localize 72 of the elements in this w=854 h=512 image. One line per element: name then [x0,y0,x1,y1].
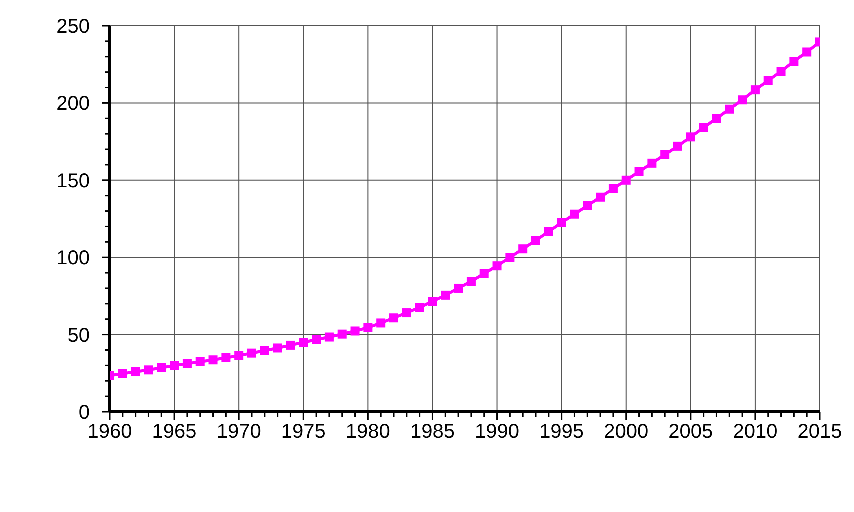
point [634,167,644,176]
x-tick-label: 2005 [668,421,714,443]
point [118,369,128,378]
point [208,356,218,365]
x-tick-label: 1965 [152,421,197,443]
x-tick-label: 2010 [733,421,778,443]
point [248,348,256,358]
point [324,332,334,342]
point [776,67,786,76]
x-tick-label: 1985 [410,421,455,443]
point [157,363,166,372]
x-tick-label: 1990 [475,421,520,443]
point [750,86,760,95]
x-tick-label: 1970 [216,421,262,443]
point [802,48,812,57]
point [222,353,231,362]
point [364,323,373,332]
point [312,335,322,344]
point [738,96,748,105]
point [725,104,734,114]
point [402,308,412,318]
point [466,277,476,286]
point [350,326,360,336]
x-tick-label: 1975 [281,421,326,443]
point [131,368,140,377]
point [492,262,502,271]
y-tick-label: 200 [56,93,90,116]
y-tick-label: 250 [56,16,90,38]
point [170,361,180,370]
point [557,218,566,228]
point [428,297,438,306]
x-tick-label: 1980 [346,421,390,443]
point [273,344,282,353]
point [622,176,631,185]
point [660,150,670,160]
point [518,244,528,254]
point [234,351,244,360]
point [415,303,424,312]
point [570,210,580,219]
x-tick-label: 2000 [604,421,649,443]
x-tick-label: 1960 [88,421,132,443]
point [790,57,799,66]
point [544,227,554,236]
point [286,340,296,350]
x-tick-label: 1995 [540,421,584,443]
point [196,357,205,366]
point [764,76,773,86]
point [182,359,192,368]
point [299,338,308,348]
point [674,142,682,151]
point [699,123,708,132]
point [390,314,398,323]
x-tick-label: 2015 [798,421,842,443]
point [583,201,592,210]
point [648,158,657,168]
point [506,253,515,262]
point [441,290,450,300]
point [686,132,696,142]
point [532,236,540,246]
point [608,184,618,194]
y-tick-label: 0 [78,402,90,424]
y-tick-label: 50 [68,324,90,347]
point [454,284,464,293]
point [144,366,154,375]
point [376,318,386,328]
point [480,269,489,278]
point [260,346,270,356]
point [338,330,347,339]
point [596,192,606,202]
point [712,114,722,124]
y-tick-label: 100 [56,248,90,270]
y-tick-label: 150 [56,170,90,192]
